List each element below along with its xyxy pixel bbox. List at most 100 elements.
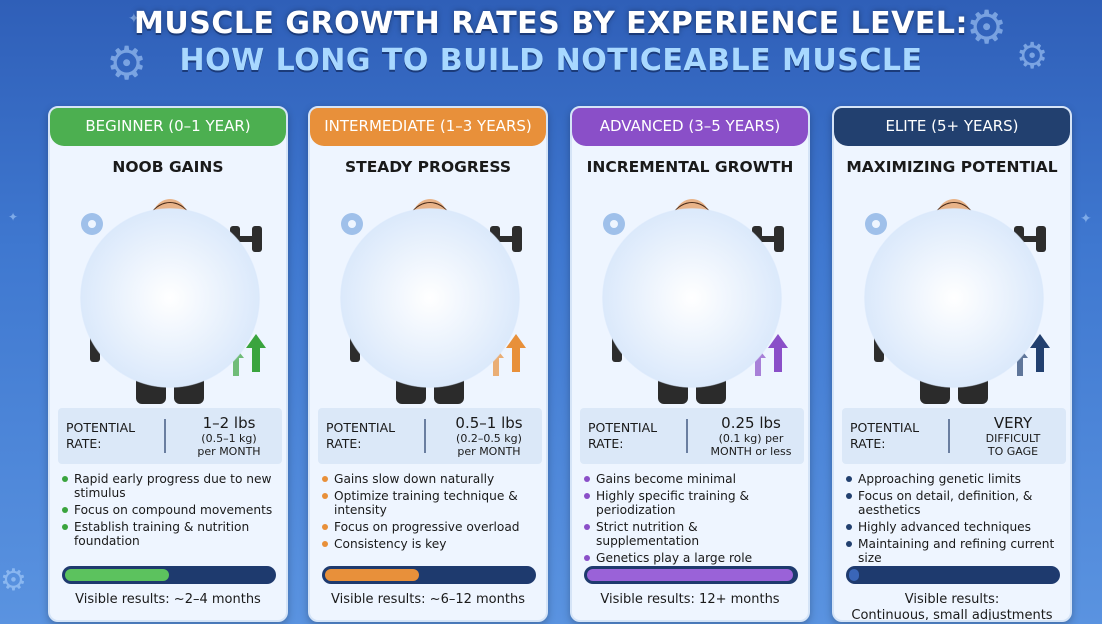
tips-list: Gains become minimal Highly specific trai…: [584, 472, 804, 568]
tips-list: Gains slow down naturally Optimize traini…: [322, 472, 542, 554]
gear-icon: ⚙: [106, 37, 148, 89]
halo: [864, 208, 1044, 388]
bullet-dot: [846, 541, 852, 548]
potential-rate-label: POTENTIAL RATE:: [580, 420, 686, 451]
rate-value-sub2: per MONTH: [457, 445, 521, 458]
level-subtitle: INCREMENTAL GROWTH: [586, 158, 794, 176]
progress-fill: [325, 569, 419, 581]
tip-text: Consistency is key: [334, 537, 447, 552]
bullet-dot: [62, 507, 68, 514]
progress-track: [587, 569, 795, 581]
tip-text: Establish training & nutrition foundatio…: [74, 520, 250, 549]
tip-item: Establish training & nutrition foundatio…: [62, 520, 282, 548]
potential-rate-label: POTENTIAL RATE:: [318, 420, 424, 451]
divider: [948, 419, 950, 453]
bullet-dot: [584, 555, 590, 562]
bullet-dot: [62, 524, 68, 531]
potential-rate: POTENTIAL RATE: 1–2 lbs (0.5–1 kg) per M…: [58, 408, 282, 464]
tips-list: Rapid early progress due to new stimulus…: [62, 472, 282, 551]
tip-item: Approaching genetic limits: [846, 472, 1066, 486]
bullet-dot: [846, 476, 852, 482]
potential-rate: POTENTIAL RATE: VERY DIFFICULT TO GAGE: [842, 408, 1066, 464]
visible-results-line2: Continuous, small adjustments: [851, 608, 1053, 622]
gear-icon: ⚙: [1016, 35, 1049, 76]
tip-item: Gains slow down naturally: [322, 472, 542, 486]
rate-value-sub1: (0.1 kg) per: [718, 431, 784, 445]
visible-results-line1: Visible results: 12+ months: [600, 592, 780, 607]
gear-icon: ⚙: [0, 564, 27, 597]
bullet-dot: [322, 476, 328, 482]
visible-results-line1: Visible results: ~6–12 months: [331, 592, 525, 607]
gear-icon: [81, 213, 103, 235]
rate-value-sub1: (0.5–1 kg): [201, 431, 257, 445]
gear-icon: ⚙: [966, 1, 1008, 53]
level-tag-label: BEGINNER (0–1 YEAR): [85, 117, 251, 135]
visible-results-line1: Visible results:: [904, 592, 1000, 607]
bullet-dot: [322, 493, 328, 500]
progress-track: [849, 569, 1057, 581]
visible-results-line1: Visible results: ~2–4 months: [75, 592, 261, 607]
rate-value-main: VERY: [993, 413, 1033, 432]
athlete-illustration: [834, 188, 1070, 406]
gear-icon: [603, 213, 625, 235]
tip-item: Highly advanced techniques: [846, 520, 1066, 534]
progress-track: [325, 569, 533, 581]
potential-rate: POTENTIAL RATE: 0.5–1 lbs (0.2–0.5 kg) p…: [318, 408, 542, 464]
visible-results: Visible results: 12+ months: [572, 592, 808, 608]
tips-list: Approaching genetic limits Focus on detai…: [846, 472, 1066, 568]
bullet-dot: [584, 493, 590, 500]
tip-item: Strict nutrition & supplementation: [584, 520, 804, 548]
tip-item: Focus on detail, definition, & aesthetic…: [846, 489, 1066, 517]
halo: [340, 208, 520, 388]
gear-icon: [341, 213, 363, 235]
divider: [686, 419, 688, 453]
athlete-illustration: [50, 188, 286, 406]
sparkle-icon: ✦: [8, 210, 19, 224]
progress-bar: [846, 566, 1060, 584]
visible-results: Visible results: ~6–12 months: [310, 592, 546, 608]
rate-value-sub1: (0.2–0.5 kg): [456, 431, 522, 445]
tip-text: Genetics play a large role: [596, 551, 753, 566]
tip-text: Highly specific training & periodization: [596, 489, 749, 518]
tip-item: Maintaining and refining current size: [846, 537, 1066, 565]
rate-label-line2: RATE:: [66, 436, 102, 451]
bullet-dot: [322, 541, 328, 548]
tip-item: Highly specific training & periodization: [584, 489, 804, 517]
rate-label-line2: RATE:: [588, 436, 624, 451]
potential-rate-value: VERY DIFFICULT TO GAGE: [960, 414, 1066, 458]
level-tag-label: ELITE (5+ YEARS): [885, 117, 1019, 135]
tip-text: Highly advanced techniques: [858, 520, 1032, 535]
rate-value-sub1: DIFFICULT: [985, 431, 1041, 445]
potential-rate-label: POTENTIAL RATE:: [58, 420, 164, 451]
tip-text: Focus on detail, definition, & aesthetic…: [858, 489, 1033, 518]
potential-rate-label: POTENTIAL RATE:: [842, 420, 948, 451]
level-subtitle: STEADY PROGRESS: [344, 158, 512, 176]
potential-rate-value: 0.5–1 lbs (0.2–0.5 kg) per MONTH: [436, 414, 542, 458]
halo: [80, 208, 260, 388]
sparkle-icon: ✦: [128, 10, 140, 26]
visible-results: Visible results: Continuous, small adjus…: [834, 592, 1070, 622]
visible-results: Visible results: ~2–4 months: [50, 592, 286, 608]
rate-label-line1: POTENTIAL: [326, 420, 396, 436]
progress-track: [65, 569, 273, 581]
tip-text: Strict nutrition & supplementation: [596, 520, 700, 549]
tip-item: Consistency is key: [322, 537, 542, 551]
level-subtitle: NOOB GAINS: [112, 158, 224, 176]
tip-text: Focus on progressive overload: [334, 520, 520, 535]
tip-text: Gains slow down naturally: [334, 472, 495, 486]
tip-item: Focus on progressive overload: [322, 520, 542, 534]
page-subtitle: HOW LONG TO BUILD NOTICEABLE MUSCLE: [179, 43, 923, 78]
tip-item: Gains become minimal: [584, 472, 804, 486]
potential-rate: POTENTIAL RATE: 0.25 lbs (0.1 kg) per MO…: [580, 408, 804, 464]
tip-item: Focus on compound movements: [62, 503, 282, 517]
rate-label-line2: RATE:: [326, 436, 362, 451]
progress-fill: [587, 569, 793, 581]
tip-item: Genetics play a large role: [584, 551, 804, 565]
level-card-3: ADVANCED (3–5 YEARS) INCREMENTAL GROWTH: [570, 106, 810, 622]
potential-rate-value: 1–2 lbs (0.5–1 kg) per MONTH: [176, 414, 282, 458]
level-tag: INTERMEDIATE (1–3 YEARS): [310, 108, 546, 146]
sparkle-icon: ✦: [1080, 210, 1092, 226]
level-card-2: INTERMEDIATE (1–3 YEARS) STEADY PROGRESS: [308, 106, 548, 622]
divider: [424, 419, 426, 453]
rate-label-line2: RATE:: [850, 436, 886, 451]
